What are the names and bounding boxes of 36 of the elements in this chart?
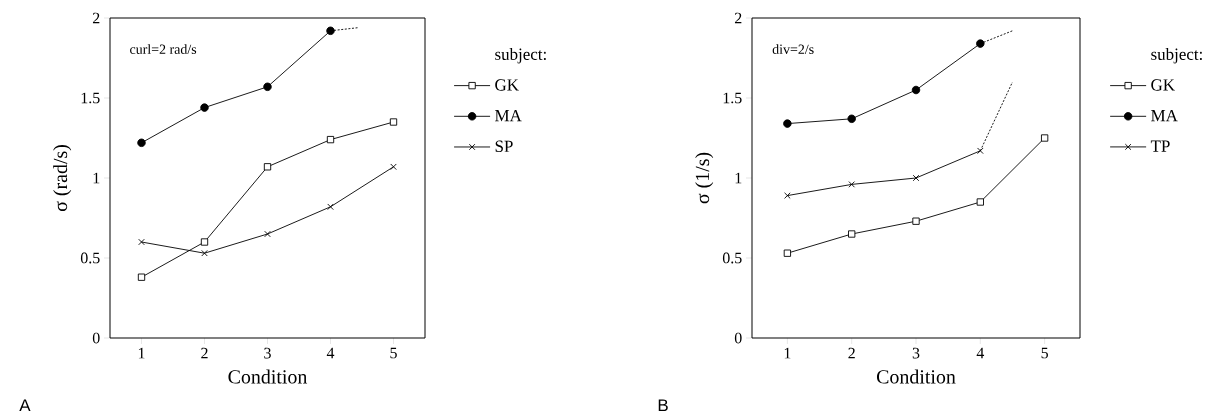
annotation: curl=2 rad/s — [130, 44, 197, 54]
legend-label: SP — [495, 140, 513, 152]
y-tick-label: 2 — [734, 12, 742, 24]
legend-title: subject: — [1151, 48, 1202, 64]
legend-title: subject: — [495, 48, 546, 64]
text: A — [19, 399, 31, 412]
annotation: div=2/s — [772, 44, 814, 54]
legend-label: MA — [495, 109, 522, 122]
y-tick-label: 0.5 — [80, 252, 100, 264]
y-tick-label: 1 — [735, 172, 742, 184]
x-tick-label: 5 — [390, 347, 397, 359]
x-tick-label: 4 — [976, 347, 985, 359]
legend-label: GK — [1151, 79, 1175, 91]
x-tick-label: 3 — [912, 347, 920, 359]
y-tick-label: 0 — [734, 332, 742, 344]
y-axis-title: σ (1/s) — [695, 152, 714, 204]
x-tick-label: 1 — [784, 347, 791, 359]
y-tick-label: 2 — [92, 12, 100, 24]
y-tick-label: 1.5 — [81, 92, 100, 104]
y-tick-label: 1.5 — [723, 92, 742, 104]
text: B — [658, 399, 668, 412]
x-tick-label: 1 — [138, 347, 145, 359]
x-tick-label: 2 — [201, 347, 208, 359]
y-tick-label: 0.5 — [722, 252, 742, 264]
legend-label: TP — [1150, 140, 1170, 152]
legend-label: GK — [495, 79, 519, 91]
x-tick-label: 4 — [326, 347, 335, 359]
x-axis-title: Condition — [228, 369, 308, 384]
x-tick-label: 3 — [264, 347, 271, 359]
y-tick-label: 0 — [92, 332, 100, 344]
legend-label: MA — [1151, 109, 1178, 122]
x-axis-title: Condition — [876, 369, 956, 384]
y-axis-title: σ (rad/s) — [53, 145, 72, 212]
x-tick-label: 5 — [1041, 347, 1048, 359]
y-tick-label: 1 — [93, 172, 100, 184]
x-tick-label: 2 — [848, 347, 855, 359]
